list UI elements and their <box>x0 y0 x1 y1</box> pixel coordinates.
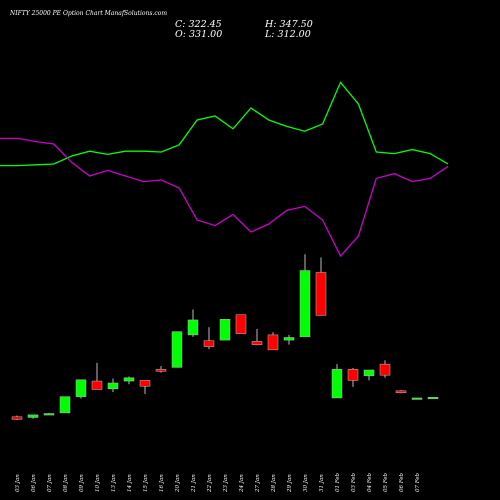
candle-body <box>75 379 87 397</box>
x-tick-label: 15 Jan <box>143 474 149 492</box>
x-tick-label: 31 Jan <box>319 474 325 492</box>
candle <box>235 314 247 334</box>
candle <box>155 366 167 373</box>
x-axis: 03 Jan 06 Jan 07 Jan 08 Jan 09 Jan 10 Jan 13 J… <box>15 472 421 493</box>
candle <box>75 379 87 399</box>
x-tick-label: 06 Feb <box>399 472 405 492</box>
candle <box>43 412 55 416</box>
candle-body <box>27 414 39 418</box>
candle-body <box>427 397 439 400</box>
candle-body <box>331 369 343 399</box>
candle-body <box>171 331 183 368</box>
indicator-line-1 <box>0 81 449 167</box>
x-tick-label: 22 Jan <box>207 474 213 493</box>
x-tick-label: 16 Jan <box>159 474 165 492</box>
x-tick-label: 30 Jan <box>303 474 309 492</box>
candle <box>219 319 231 341</box>
candle-body <box>411 397 423 400</box>
candle-body <box>139 380 151 387</box>
open-value: O: 331.00 <box>175 29 222 40</box>
candle-body <box>363 369 375 377</box>
candle <box>251 329 263 346</box>
x-tick-label: 09 Jan <box>79 474 85 492</box>
candle <box>123 376 135 385</box>
x-tick-label: 27 Jan <box>255 474 261 493</box>
candle-body <box>299 270 311 338</box>
candle <box>283 334 295 345</box>
x-tick-label: 14 Jan <box>127 474 133 492</box>
candle-body <box>203 340 215 347</box>
candle <box>395 390 407 394</box>
candle-body <box>251 341 263 345</box>
candle-body <box>235 314 247 334</box>
x-tick-label: 29 Jan <box>287 474 293 493</box>
candle <box>187 309 199 337</box>
candle-body <box>43 413 55 416</box>
x-tick-label: 28 Jan <box>271 474 277 493</box>
x-tick-label: 03 Jan <box>15 474 21 492</box>
candle-body <box>379 363 391 376</box>
x-tick-label: 01 Feb <box>335 472 341 492</box>
candle <box>203 327 215 350</box>
chart-title: NIFTY 25000 PE Option Chart ManafSolutio… <box>9 10 167 17</box>
candle-body <box>187 319 199 336</box>
candle-body <box>155 369 167 372</box>
close-value: C: 322.45 <box>175 19 222 30</box>
candle <box>267 332 279 351</box>
x-tick-label: 24 Jan <box>239 474 245 493</box>
candle-body <box>283 337 295 341</box>
x-tick-label: 05 Feb <box>383 472 389 492</box>
indicator-line-2 <box>0 137 449 258</box>
x-tick-label: 10 Jan <box>95 474 101 492</box>
candle <box>107 378 119 393</box>
x-tick-label: 07 Feb <box>415 472 421 492</box>
candle-body <box>59 396 71 414</box>
candle <box>59 396 71 414</box>
candle <box>363 369 375 381</box>
candle <box>91 362 103 390</box>
candlestick-panel <box>11 254 439 421</box>
x-tick-label: 08 Jan <box>63 474 69 492</box>
candle-body <box>11 416 23 420</box>
x-tick-label: 03 Feb <box>351 472 357 492</box>
candle-body <box>267 334 279 351</box>
candle <box>299 254 311 338</box>
candle-body <box>219 319 231 341</box>
candle <box>139 380 151 395</box>
x-tick-label: 06 Jan <box>31 474 37 492</box>
candle <box>11 415 23 421</box>
candle <box>427 397 439 400</box>
candle-body <box>123 377 135 382</box>
x-tick-label: 07 Jan <box>47 474 53 492</box>
x-tick-label: 20 Jan <box>175 474 181 493</box>
candle-body <box>315 272 327 316</box>
candle <box>331 364 343 399</box>
high-value: H: 347.50 <box>264 19 313 30</box>
candle <box>347 368 359 387</box>
candle-body <box>395 390 407 393</box>
candle <box>411 397 423 400</box>
indicator-panel <box>0 81 449 258</box>
candle-body <box>107 382 119 390</box>
candle <box>379 360 391 378</box>
x-tick-label: 04 Feb <box>367 472 373 492</box>
x-tick-label: 21 Jan <box>191 474 197 493</box>
candle <box>27 414 39 419</box>
candle <box>171 331 183 368</box>
low-value: L: 312.00 <box>264 29 311 40</box>
x-tick-label: 23 Jan <box>223 474 229 493</box>
candle-body <box>347 369 359 381</box>
x-tick-label: 13 Jan <box>111 474 117 492</box>
candle <box>315 257 327 316</box>
candle-body <box>91 380 103 390</box>
